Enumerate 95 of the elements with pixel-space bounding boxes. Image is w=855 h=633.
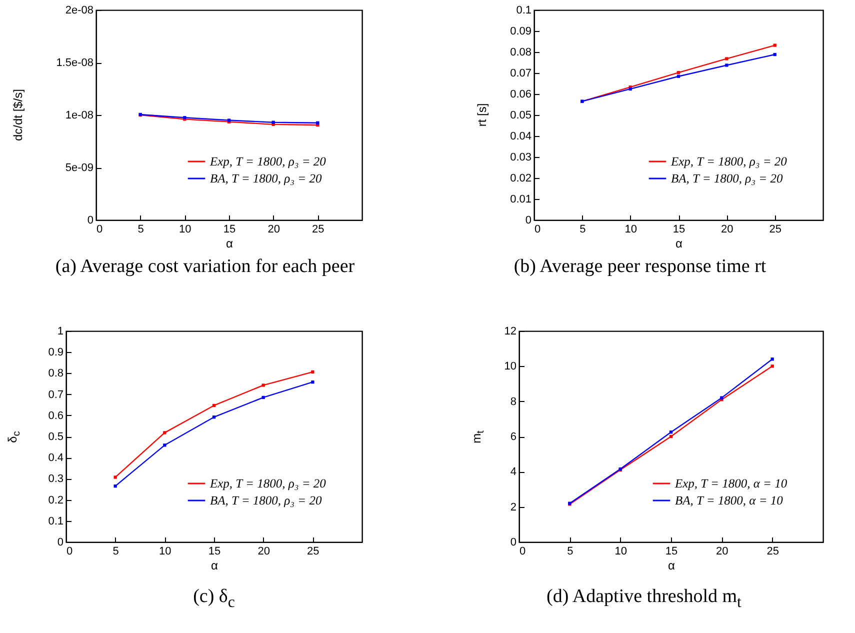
point [773,44,776,47]
legend-label: Exp, T = 1800, ρ₃ = 20 [209,154,327,168]
y-tick-label: 0.01 [510,194,532,206]
x-tick-label: 15 [672,224,686,236]
y-tick-label: 1e-08 [65,110,94,122]
y-tick-label: 0.05 [510,110,532,122]
x-tick-label: 10 [179,224,192,236]
y-tick-label: 0.5 [48,431,64,443]
y-tick-label: 10 [504,360,516,373]
x-axis-title: α [676,236,683,250]
point [262,396,265,400]
point [311,370,314,374]
y-tick-label: 4 [510,466,516,478]
y-axis-title: dc/dt [$/s] [11,88,25,142]
y-tick-label: 0.09 [510,26,532,38]
y-tick-label: 0.6 [48,410,64,422]
point [114,484,117,488]
point [676,71,680,74]
y-tick-label: 0 [510,536,516,548]
point [311,380,314,384]
y-tick-label: 0.04 [510,130,532,142]
text: (c) δ$_{c}$ [193,586,235,612]
y-tick-label: 0.7 [48,388,64,401]
legend-label: BA, T = 1800, ρ₃ = 20 [210,494,322,508]
point [262,384,265,387]
y-tick-label: 0.3 [48,473,64,486]
x-tick-label: 25 [769,224,782,236]
y-tick-label: 0.03 [510,152,532,164]
x-tick-label: 25 [766,546,779,558]
x-tick-label: 20 [258,546,270,558]
y-tick-label: 5e-09 [65,162,94,174]
x-tick-label: 10 [624,224,637,236]
y-tick-label: 0 [87,214,94,226]
y-tick-label: 0.06 [510,88,532,100]
legend-label: BA, T = 1800, ρ₃ = 20 [210,172,322,186]
x-tick-label: 15 [208,546,221,558]
legend-label: Exp, T = 1800, α = 10 [674,476,788,490]
legend-label: Exp, T = 1800, ρ₃ = 20 [209,476,327,490]
x-tick-label: 5 [580,224,586,236]
point [163,431,166,434]
y-tick-label: 2e-08 [65,4,94,16]
legend-label: BA, T = 1800, ρ₃ = 20 [671,172,784,186]
y-tick-label: 12 [504,326,516,338]
x-tick-label: 5 [112,546,119,558]
y-axis-title: rt [s] [475,103,489,127]
legend-label: Exp, T = 1800, ρ₃ = 20 [670,154,788,168]
y-tick-label: 0 [525,214,532,226]
y-tick-label: 0 [57,536,64,548]
point [114,476,117,479]
y-tick-label: 0.02 [510,172,532,184]
y-tick-label: 8 [510,396,516,408]
y-tick-label: 0.8 [48,368,64,380]
y-tick-label: 6 [510,431,516,443]
x-tick-label: 10 [159,546,172,558]
x-tick-label: 25 [312,224,324,236]
text: (b) Average peer response time rt [514,256,766,278]
y-tick-label: 0.1 [48,515,64,528]
x-tick-label: 10 [614,546,627,558]
x-tick-label: 5 [138,224,144,236]
legend-label: BA, T = 1800, α = 10 [675,494,784,508]
x-tick-label: 0 [96,224,103,236]
x-tick-label: 5 [567,546,574,558]
point [212,416,216,419]
point [773,52,776,56]
x-axis-title: α [211,558,218,572]
point [212,404,216,408]
x-tick-label: 20 [721,224,734,236]
y-tick-label: 1.5e-08 [56,57,94,69]
y-tick-label: 0.07 [510,68,532,80]
x-axis-title: α [668,558,676,572]
x-tick-label: 20 [268,224,280,236]
point [770,358,774,361]
x-tick-label: 0 [534,224,541,236]
x-tick-label: 15 [223,224,236,236]
point [770,364,774,368]
y-tick-label: 2 [510,501,516,514]
x-tick-label: 15 [665,546,678,558]
point [163,444,166,447]
y-tick-label: 0.08 [510,46,532,58]
x-axis-title: α [226,236,234,250]
point [676,74,680,78]
x-tick-label: 20 [716,546,728,558]
point [669,430,673,434]
y-tick-label: 0.1 [516,4,532,16]
y-tick-label: 0.2 [48,494,64,506]
point [725,57,728,60]
y-tick-label: 0.4 [48,452,64,464]
y-tick-label: 0.9 [48,346,64,359]
point [725,64,728,67]
line-series [580,52,776,103]
point [669,434,673,438]
text: (a) Average cost variation for each peer [55,256,355,278]
y-tick-label: 1 [57,326,64,338]
x-tick-label: 25 [307,546,320,558]
text: (d) Adaptive threshold m$_{t}$ [546,586,742,612]
